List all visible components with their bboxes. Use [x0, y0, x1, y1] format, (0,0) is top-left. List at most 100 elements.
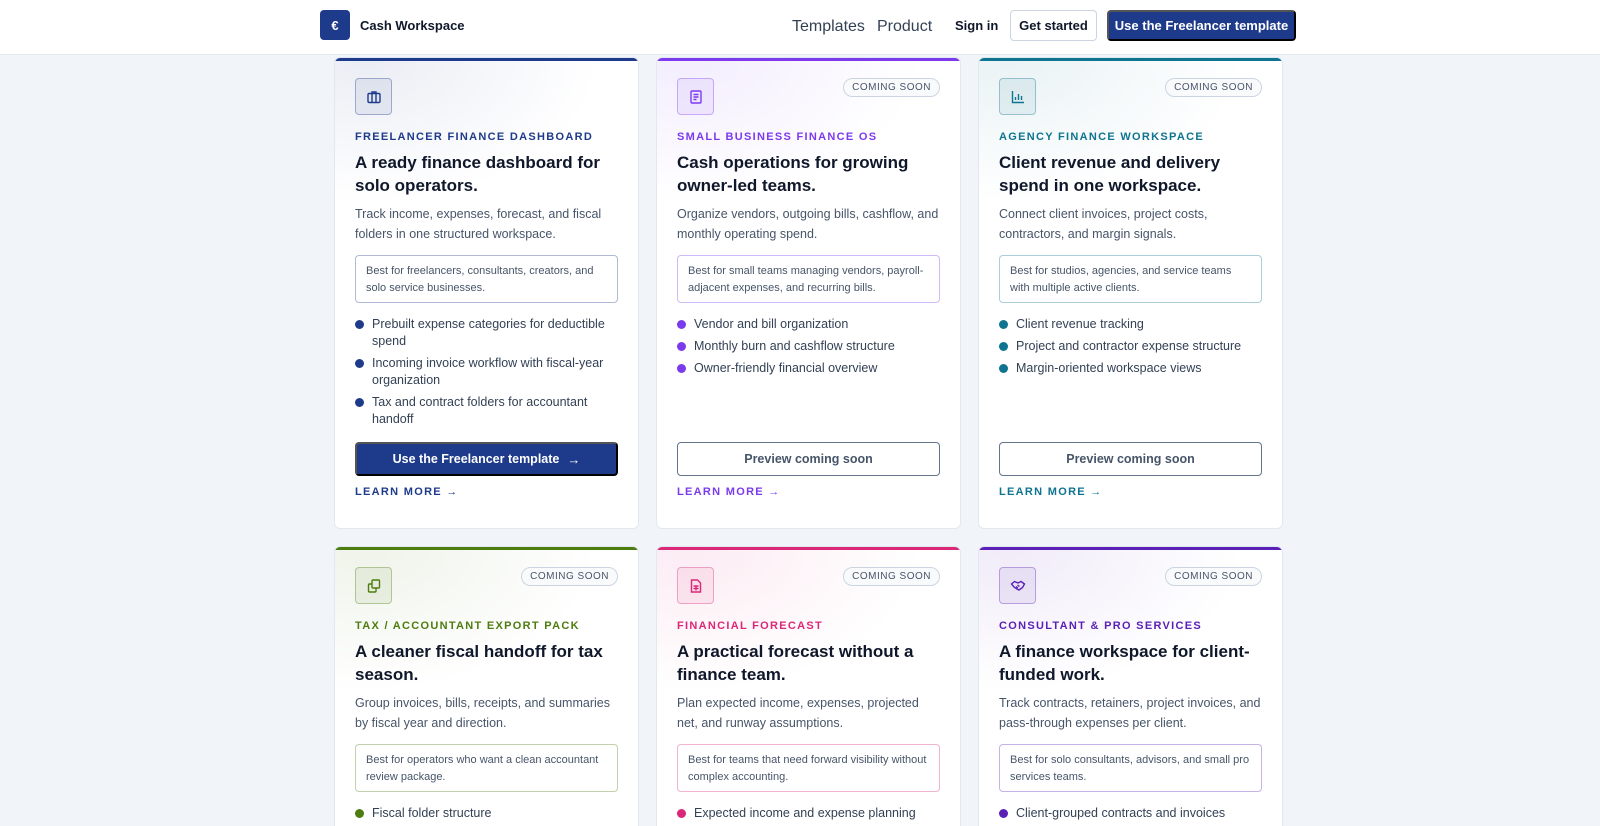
arrow-right-icon: →: [763, 486, 781, 498]
feature-text: Project and contractor expense structure: [1016, 339, 1242, 353]
card-accent-line: [657, 547, 960, 550]
card-description: Connect client invoices, project costs, …: [999, 207, 1208, 241]
best-for-note: Best for operators who want a clean acco…: [355, 744, 618, 792]
brand-logo-icon: €: [320, 10, 350, 40]
feature-item: Owner-friendly financial overview: [677, 360, 942, 377]
feature-list: Client-grouped contracts and invoices: [999, 805, 1264, 826]
feature-item: Incoming invoice workflow with fiscal-ye…: [355, 355, 620, 389]
feature-item: Prebuilt expense categories for deductib…: [355, 316, 620, 350]
brand[interactable]: € Cash Workspace: [320, 10, 465, 40]
card-title: Client revenue and delivery spend in one…: [999, 153, 1221, 195]
template-card-2: COMING SOON SMALL BUSINESS FINANCE OS Ca…: [656, 57, 961, 529]
card-eyebrow: FINANCIAL FORECAST: [677, 620, 824, 632]
learn-more-label: LEARN MORE: [355, 486, 442, 498]
card-accent-line: [979, 547, 1282, 550]
feature-text: Fiscal folder structure: [372, 806, 492, 820]
card-icon: [355, 567, 392, 604]
bar-chart-icon: [1011, 90, 1024, 103]
bullet-dot-icon: [355, 809, 364, 818]
coming-soon-badge: COMING SOON: [843, 78, 940, 97]
bullet-dot-icon: [677, 320, 686, 329]
feature-text: Incoming invoice workflow with fiscal-ye…: [372, 356, 604, 387]
spreadsheet-icon: [690, 578, 701, 593]
best-for-note: Best for solo consultants, advisors, and…: [999, 744, 1262, 792]
card-eyebrow: SMALL BUSINESS FINANCE OS: [677, 131, 878, 143]
feature-text: Expected income and expense planning: [694, 806, 916, 820]
cta-label: Preview coming soon: [1066, 452, 1195, 466]
coming-soon-badge: COMING SOON: [1165, 567, 1262, 586]
use-freelancer-template-button[interactable]: Use the Freelancer template: [1107, 10, 1296, 41]
card-title: Cash operations for growing owner-led te…: [677, 153, 909, 195]
card-icon: [999, 567, 1036, 604]
feature-item: Expected income and expense planning: [677, 805, 942, 822]
card-icon: [999, 78, 1036, 115]
card-icon: [355, 78, 392, 115]
feature-item: Client revenue tracking: [999, 316, 1264, 333]
bullet-dot-icon: [677, 809, 686, 818]
card-icon: [677, 78, 714, 115]
template-card-4: COMING SOON TAX / ACCOUNTANT EXPORT PACK…: [334, 546, 639, 826]
top-navigation-bar: € Cash Workspace Templates Product Sign …: [0, 0, 1600, 55]
feature-text: Tax and contract folders for accountant …: [372, 395, 588, 426]
feature-item: Margin-oriented workspace views: [999, 360, 1264, 377]
learn-more-link[interactable]: LEARN MORE →: [355, 486, 459, 498]
coming-soon-badge: COMING SOON: [1165, 78, 1262, 97]
template-card-6: COMING SOON CONSULTANT & PRO SERVICES A …: [978, 546, 1283, 826]
feature-text: Monthly burn and cashflow structure: [694, 339, 895, 353]
learn-more-label: LEARN MORE: [677, 486, 764, 498]
get-started-button[interactable]: Get started: [1010, 10, 1097, 41]
feature-list: Prebuilt expense categories for deductib…: [355, 316, 620, 433]
feature-item: Fiscal folder structure: [355, 805, 620, 822]
coming-soon-badge: COMING SOON: [521, 567, 618, 586]
learn-more-link[interactable]: LEARN MORE →: [999, 486, 1103, 498]
card-title: A finance workspace for client-funded wo…: [999, 642, 1250, 684]
nav-link-templates[interactable]: Templates: [792, 18, 865, 35]
card-eyebrow: CONSULTANT & PRO SERVICES: [999, 620, 1203, 632]
feature-text: Client-grouped contracts and invoices: [1016, 806, 1226, 820]
feature-list: Vendor and bill organization Monthly burn…: [677, 316, 942, 382]
card-accent-line: [657, 58, 960, 61]
feature-text: Margin-oriented workspace views: [1016, 361, 1202, 375]
feature-text: Prebuilt expense categories for deductib…: [372, 317, 605, 348]
feature-item: Project and contractor expense structure: [999, 338, 1264, 355]
card-description: Group invoices, bills, receipts, and sum…: [355, 696, 610, 730]
template-card-1: FREELANCER FINANCE DASHBOARD A ready fin…: [334, 57, 639, 529]
bullet-dot-icon: [677, 364, 686, 373]
card-eyebrow: AGENCY FINANCE WORKSPACE: [999, 131, 1204, 143]
bullet-dot-icon: [999, 342, 1008, 351]
card-eyebrow: TAX / ACCOUNTANT EXPORT PACK: [355, 620, 580, 632]
cta-label: Use the Freelancer template: [392, 452, 560, 466]
learn-more-label: LEARN MORE: [999, 486, 1086, 498]
feature-text: Client revenue tracking: [1016, 317, 1144, 331]
bullet-dot-icon: [677, 342, 686, 351]
card-title: A ready finance dashboard for solo opera…: [355, 153, 600, 195]
card-accent-line: [335, 58, 638, 61]
card-cta-button[interactable]: Preview coming soon: [677, 442, 940, 476]
bullet-dot-icon: [999, 364, 1008, 373]
best-for-note: Best for teams that need forward visibil…: [677, 744, 940, 792]
card-cta-button[interactable]: Use the Freelancer template →: [355, 442, 618, 476]
card-title: A practical forecast without a finance t…: [677, 642, 914, 684]
bullet-dot-icon: [999, 809, 1008, 818]
handshake-icon: [1010, 580, 1025, 591]
feature-item: Client-grouped contracts and invoices: [999, 805, 1264, 822]
card-cta-button[interactable]: Preview coming soon: [999, 442, 1262, 476]
arrow-right-icon: →: [567, 451, 581, 467]
bullet-dot-icon: [355, 398, 364, 407]
template-card-5: COMING SOON FINANCIAL FORECAST A practic…: [656, 546, 961, 826]
card-background-glow: [335, 58, 638, 288]
learn-more-link[interactable]: LEARN MORE →: [677, 486, 781, 498]
feature-list: Fiscal folder structure: [355, 805, 620, 826]
cta-label: Preview coming soon: [744, 452, 873, 466]
bullet-dot-icon: [355, 320, 364, 329]
nav-link-product[interactable]: Product: [877, 18, 933, 35]
card-eyebrow: FREELANCER FINANCE DASHBOARD: [355, 131, 594, 143]
feature-text: Owner-friendly financial overview: [694, 361, 878, 375]
best-for-note: Best for freelancers, consultants, creat…: [355, 255, 618, 303]
brand-name: Cash Workspace: [360, 17, 465, 33]
template-card-3: COMING SOON AGENCY FINANCE WORKSPACE Cli…: [978, 57, 1283, 529]
card-description: Organize vendors, outgoing bills, cashfl…: [677, 207, 939, 241]
feature-item: Tax and contract folders for accountant …: [355, 394, 620, 428]
sign-in-link[interactable]: Sign in: [955, 18, 999, 33]
card-accent-line: [979, 58, 1282, 61]
